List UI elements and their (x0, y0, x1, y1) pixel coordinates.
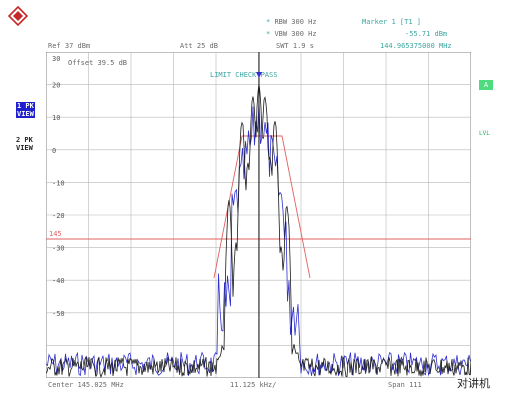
y-tick-label: -10 (52, 179, 65, 187)
swt-readout: SWT 1.9 s (276, 42, 314, 50)
y-tick-label: 20 (52, 82, 60, 90)
y-tick-label: -50 (52, 310, 65, 318)
trace1-label[interactable]: 1 PK VIEW (16, 102, 44, 118)
limit-line-value: 145 (49, 230, 62, 238)
offset-label: Offset 39.5 dB (68, 59, 127, 67)
marker-triangle (256, 72, 262, 78)
trace2-line (46, 102, 471, 377)
trace1-view: VIEW (16, 110, 35, 118)
spectrum-plot[interactable]: 30 20 10 0 -10 -20 -30 -40 -50 Offset 39.5 dB LI… (46, 52, 471, 378)
y-tick-label: -30 (52, 245, 65, 253)
trace2-view: VIEW (16, 144, 33, 152)
rbw-readout: * RBW 300 Hz (266, 18, 317, 26)
y-tick-label: 0 (52, 147, 56, 155)
y-tick-label: 10 (52, 114, 60, 122)
span: Span 111 (388, 381, 422, 389)
y-tick-label: -20 (52, 212, 65, 220)
vbw-readout: * VBW 300 Hz (266, 30, 317, 38)
y-tick-labels: 30 20 10 0 -10 -20 -30 -40 -50 (52, 55, 65, 318)
y-tick-label: 30 (52, 55, 60, 63)
marker-frequency: 144.965375000 MHz (380, 42, 452, 50)
attenuation: Att 25 dB (180, 42, 218, 50)
center-frequency: Center 145.025 MHz (48, 381, 124, 389)
trace2-label[interactable]: 2 PK VIEW (16, 136, 44, 152)
lvl-indicator: LVL (479, 130, 490, 137)
y-tick-label: -40 (52, 277, 65, 285)
a-badge: A (479, 80, 493, 90)
trace2-mode: 2 PK (16, 136, 33, 144)
marker-level: -55.71 dBm (405, 30, 448, 38)
reference-level: Ref 37 dBm (48, 42, 91, 50)
trace1-mode: 1 PK (16, 102, 35, 110)
watermark: 对讲机 (455, 375, 492, 391)
span-per-division: 11.125 kHz/ (230, 381, 277, 389)
rohde-schwarz-logo (8, 6, 28, 26)
limit-check-label: LIMIT CHECK PASS (210, 71, 277, 79)
marker-title: Marker 1 [T1 ] (362, 18, 422, 26)
